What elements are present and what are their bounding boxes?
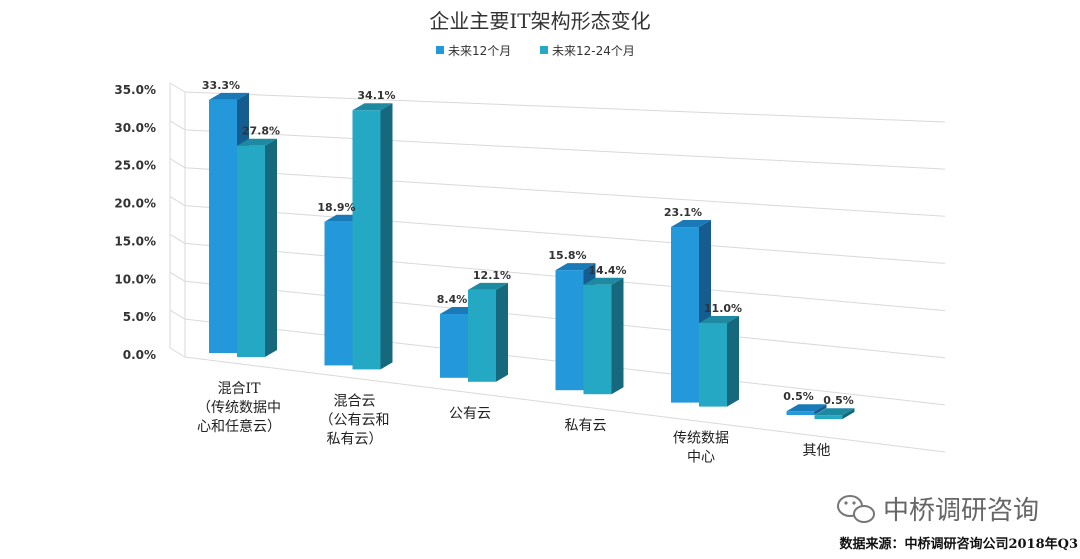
- bar-2-1: [352, 103, 393, 370]
- gridline-0: [169, 347, 186, 358]
- data-label-2-5: 0.5%: [823, 394, 854, 407]
- gridline-back-6: [184, 129, 946, 170]
- legend: 未来12个月 未来12-24个月: [436, 44, 635, 58]
- y-axis-ticks: 0.0% 5.0% 10.0% 15.0% 20.0% 25.0% 30.0% 35.0%: [114, 83, 156, 362]
- data-label-1-2: 8.4%: [437, 293, 468, 306]
- legend-label-series-1: 未来12个月: [448, 44, 511, 58]
- y-tick-label: 20.0%: [114, 197, 156, 211]
- data-label-1-5: 0.5%: [783, 390, 814, 403]
- y-tick-label: 30.0%: [114, 121, 156, 135]
- category-label-5: 其他: [803, 443, 831, 459]
- gridline-2: [169, 271, 186, 282]
- data-label-2-3: 14.4%: [588, 264, 626, 277]
- watermark: 中桥调研咨询: [837, 495, 1039, 526]
- gridline-4: [169, 196, 186, 207]
- category-label-2: 公有云: [449, 406, 491, 422]
- y-tick-label: 25.0%: [114, 159, 156, 173]
- bar-2-4: [699, 316, 739, 407]
- data-label-2-1: 34.1%: [357, 89, 395, 102]
- gridline-back-4: [184, 205, 946, 264]
- data-label-2-0: 27.8%: [242, 125, 280, 138]
- data-label-2-2: 12.1%: [473, 269, 511, 282]
- y-tick-label: 35.0%: [114, 83, 156, 97]
- data-source: 数据来源：中桥调研咨询公司2018年Q3: [839, 536, 1078, 552]
- bar-1-5: [786, 404, 827, 415]
- wechat-icon: [837, 495, 875, 523]
- gridline-1: [169, 309, 186, 320]
- bar-2-0: [237, 138, 277, 357]
- legend-label-series-2: 未来12-24个月: [552, 44, 635, 58]
- category-labels: 混合IT （传统数据中心和任意云） 混合云（公有云和私有云） 公有云私有云传统数据中心…: [197, 381, 831, 466]
- bar-2-5: [814, 408, 855, 419]
- gridline-back-0: [184, 356, 946, 453]
- legend-swatch-series-1: [436, 46, 444, 54]
- bar-2-2: [468, 282, 508, 382]
- category-label-4: 传统数据中心: [673, 431, 729, 466]
- y-tick-label: 10.0%: [114, 272, 156, 286]
- legend-swatch-series-2: [540, 46, 548, 54]
- gridline-back-7: [184, 91, 946, 123]
- gridline-5: [169, 158, 186, 169]
- data-label-1-3: 15.8%: [548, 249, 586, 262]
- y-tick-label: 0.0%: [123, 348, 156, 362]
- gridline-3: [169, 233, 186, 244]
- gridline-6: [169, 120, 186, 131]
- data-label-1-0: 33.3%: [202, 79, 240, 92]
- category-label-1: 混合云（公有云和私有云）: [320, 393, 390, 447]
- data-labels: 33.3% 27.8% 18.9% 34.1% 8.4% 12.1% 15.8%14.4% 2…: [202, 79, 854, 407]
- bars: [209, 92, 855, 419]
- data-label-1-1: 18.9%: [317, 201, 355, 214]
- category-label-0: 混合IT （传统数据中心和任意云）: [197, 381, 281, 435]
- category-label-3: 私有云: [565, 418, 607, 434]
- gridline-back-5: [184, 167, 946, 217]
- gridline-7: [169, 82, 186, 93]
- bar-2-3: [583, 277, 624, 395]
- watermark-text: 中桥调研咨询: [883, 496, 1039, 526]
- data-label-1-4: 23.1%: [664, 206, 702, 219]
- y-tick-label: 15.0%: [114, 234, 156, 248]
- chart-title: 企业主要IT架构形态变化: [429, 9, 650, 33]
- data-label-2-4: 11.0%: [704, 302, 742, 315]
- y-tick-label: 5.0%: [123, 310, 156, 324]
